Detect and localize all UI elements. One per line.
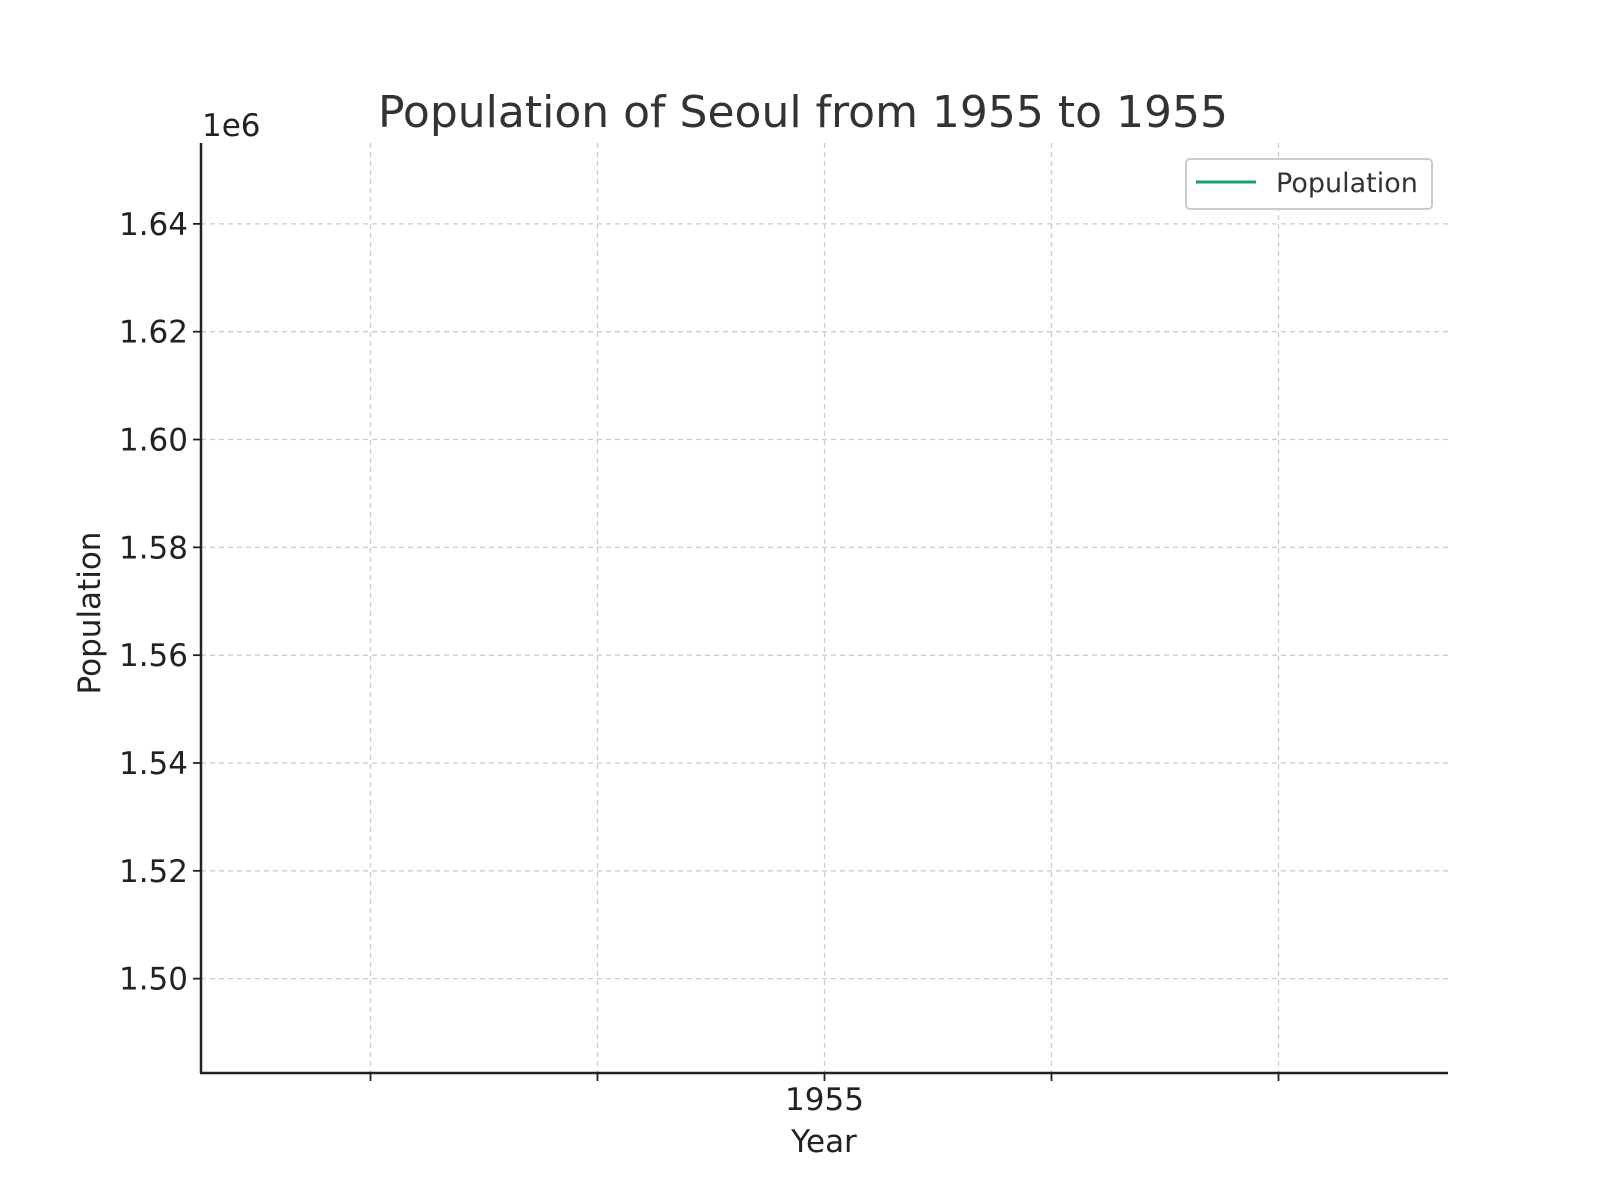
legend-label-population: Population — [1276, 168, 1418, 199]
y-tick-label-1: 1.52 — [119, 854, 188, 890]
y-axis-offset-label: 1e6 — [202, 108, 261, 144]
grid — [201, 143, 1448, 1073]
y-tick-label-5: 1.60 — [119, 423, 188, 459]
y-axis-ticks: 1.50 1.52 1.54 1.56 1.58 1.60 1.62 1.64 — [119, 207, 201, 998]
x-tick-label-0: 1955 — [785, 1082, 864, 1118]
legend-box — [1185, 158, 1433, 210]
x-axis-title: Year — [790, 1124, 857, 1160]
x-axis-ticks: 1955 — [369, 1073, 1280, 1118]
y-tick-label-4: 1.58 — [119, 530, 188, 566]
y-tick-label-7: 1.64 — [119, 207, 188, 243]
y-tick-label-2: 1.54 — [119, 746, 188, 782]
y-axis-title: Population — [72, 532, 108, 695]
chart-title: Population of Seoul from 1955 to 1955 — [378, 87, 1228, 138]
y-tick-label-3: 1.56 — [119, 638, 188, 674]
y-tick-label-0: 1.50 — [119, 962, 188, 998]
legend: Population — [1185, 158, 1433, 210]
y-tick-label-6: 1.62 — [119, 315, 188, 351]
